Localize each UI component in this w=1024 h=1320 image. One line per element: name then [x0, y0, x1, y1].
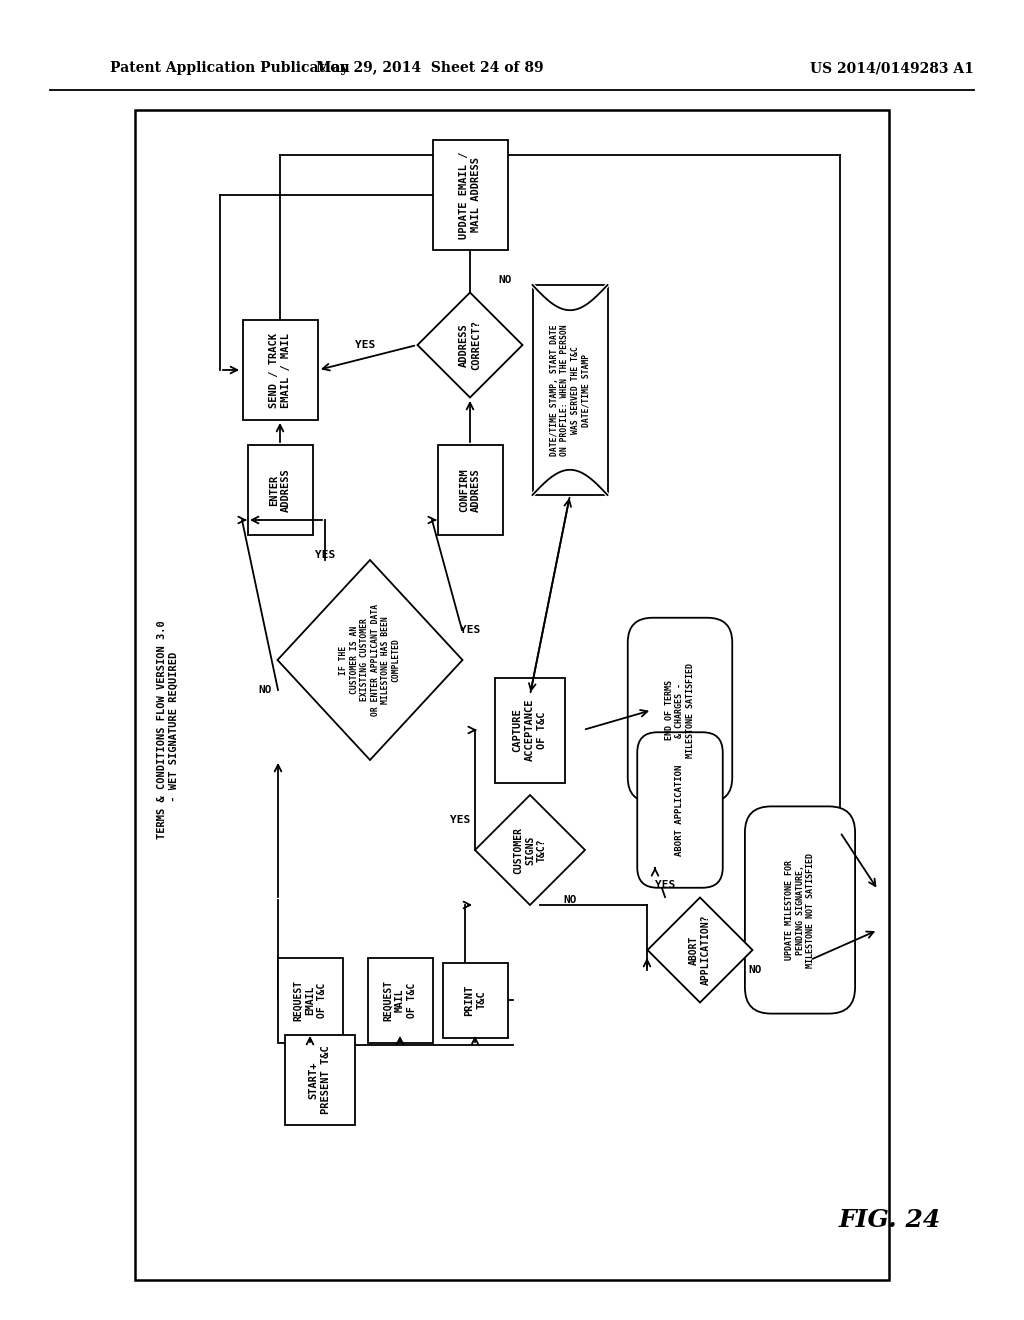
Bar: [532, 285, 607, 495]
FancyBboxPatch shape: [628, 618, 732, 803]
Text: DATE/TIME STAMP, START DATE
ON PROFILE: WHEN THE PERSON
WAS SERVED THE T&C
DATE/: DATE/TIME STAMP, START DATE ON PROFILE: …: [550, 325, 590, 455]
Text: ENTER
ADDRESS: ENTER ADDRESS: [268, 469, 291, 512]
Text: YES: YES: [355, 341, 375, 350]
FancyBboxPatch shape: [637, 733, 723, 888]
Bar: [248, 445, 312, 535]
Text: NO: NO: [258, 685, 271, 696]
Polygon shape: [418, 293, 522, 397]
Text: NO: NO: [499, 275, 512, 285]
Bar: [442, 962, 508, 1038]
Text: US 2014/0149283 A1: US 2014/0149283 A1: [810, 61, 974, 75]
Text: YES: YES: [450, 814, 470, 825]
Bar: [135, 110, 889, 1280]
Text: TERMS & CONDITIONS FLOW VERSION 3.0
 - WET SIGNATURE REQUIRED: TERMS & CONDITIONS FLOW VERSION 3.0 - WE…: [158, 620, 179, 840]
Text: ABORT
APPLICATION?: ABORT APPLICATION?: [689, 915, 711, 985]
Text: PRINT
T&C: PRINT T&C: [464, 985, 486, 1015]
Bar: [432, 140, 508, 249]
Text: REQUEST
EMAIL
OF T&C: REQUEST EMAIL OF T&C: [293, 979, 328, 1020]
Text: CONFIRM
ADDRESS: CONFIRM ADDRESS: [459, 469, 481, 512]
Text: REQUEST
MAIL
OF T&C: REQUEST MAIL OF T&C: [383, 979, 418, 1020]
Text: Patent Application Publication: Patent Application Publication: [110, 61, 349, 75]
FancyBboxPatch shape: [744, 807, 855, 1014]
Text: FIG. 24: FIG. 24: [839, 1208, 941, 1232]
Text: NO: NO: [563, 895, 577, 906]
Bar: [278, 957, 342, 1043]
Text: YES: YES: [655, 880, 675, 890]
Text: NO: NO: [749, 965, 762, 975]
Text: IF THE
CUSTOMER IS AN
EXISTING CUSTOMER
OR ENTER APPLICANT DATA
MILESTONE HAS BE: IF THE CUSTOMER IS AN EXISTING CUSTOMER …: [340, 605, 400, 715]
Text: YES: YES: [460, 624, 480, 635]
Bar: [243, 319, 317, 420]
Text: ADDRESS
CORRECT?: ADDRESS CORRECT?: [459, 319, 481, 370]
Text: START+
PRESENT T&C: START+ PRESENT T&C: [309, 1045, 331, 1114]
Text: END OF TERMS
& CHARGES -
MILESTONE SATISFIED: END OF TERMS & CHARGES - MILESTONE SATIS…: [666, 663, 695, 758]
Polygon shape: [278, 560, 463, 760]
Bar: [495, 677, 565, 783]
Text: UPDATE MILESTONE FOR
PENDING SIGNATURE,
MILESTONE NOT SATISFIED: UPDATE MILESTONE FOR PENDING SIGNATURE, …: [785, 853, 815, 968]
Bar: [285, 1035, 355, 1125]
Bar: [437, 445, 503, 535]
Text: CUSTOMER
SIGNS
T&C?: CUSTOMER SIGNS T&C?: [513, 826, 547, 874]
Text: UPDATE EMAIL /
MAIL ADDRESS: UPDATE EMAIL / MAIL ADDRESS: [459, 152, 481, 239]
Polygon shape: [475, 795, 585, 906]
Text: ABORT APPLICATION: ABORT APPLICATION: [676, 764, 684, 855]
Text: SEND / TRACK
EMAIL / MAIL: SEND / TRACK EMAIL / MAIL: [268, 333, 291, 408]
Polygon shape: [647, 898, 753, 1002]
Text: CAPTURE
ACCEPTANCE
OF T&C: CAPTURE ACCEPTANCE OF T&C: [513, 698, 548, 762]
Text: May 29, 2014  Sheet 24 of 89: May 29, 2014 Sheet 24 of 89: [316, 61, 544, 75]
Bar: [368, 957, 432, 1043]
Text: YES: YES: [314, 550, 335, 560]
